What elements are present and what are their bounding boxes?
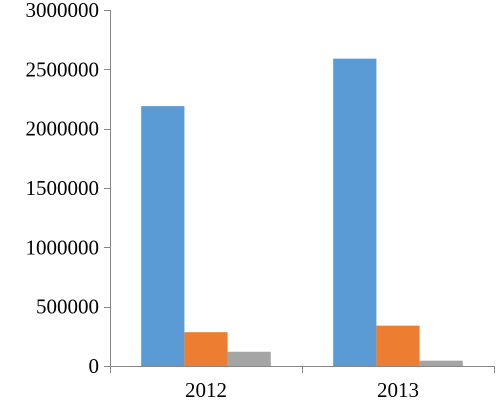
y-tick-label: 2500000 — [26, 57, 100, 81]
y-tick-label: 2000000 — [26, 117, 100, 141]
bar-2012-series-3 — [227, 351, 271, 366]
y-tick-label: 1000000 — [26, 235, 100, 259]
bar-2013-series-2 — [376, 325, 420, 366]
bar-2012-series-1 — [141, 106, 185, 367]
x-axis — [110, 366, 495, 373]
bar-2013-series-1 — [333, 58, 377, 367]
y-tick-label: 0 — [89, 354, 100, 378]
x-tick-label: 2012 — [185, 378, 227, 402]
bars — [141, 58, 463, 367]
x-axis-tick-labels: 2012 2013 — [185, 378, 419, 402]
y-tick-label: 1500000 — [26, 176, 100, 200]
y-axis-tick-labels: 0 500000 1000000 1500000 2000000 2500000 30000… — [26, 0, 100, 378]
y-axis — [104, 10, 111, 367]
x-tick-label: 2013 — [377, 378, 419, 402]
bar-2013-series-3 — [419, 360, 463, 366]
y-tick-label: 3000000 — [26, 0, 100, 22]
y-tick-label: 500000 — [36, 295, 99, 319]
bar-2012-series-2 — [184, 332, 228, 366]
